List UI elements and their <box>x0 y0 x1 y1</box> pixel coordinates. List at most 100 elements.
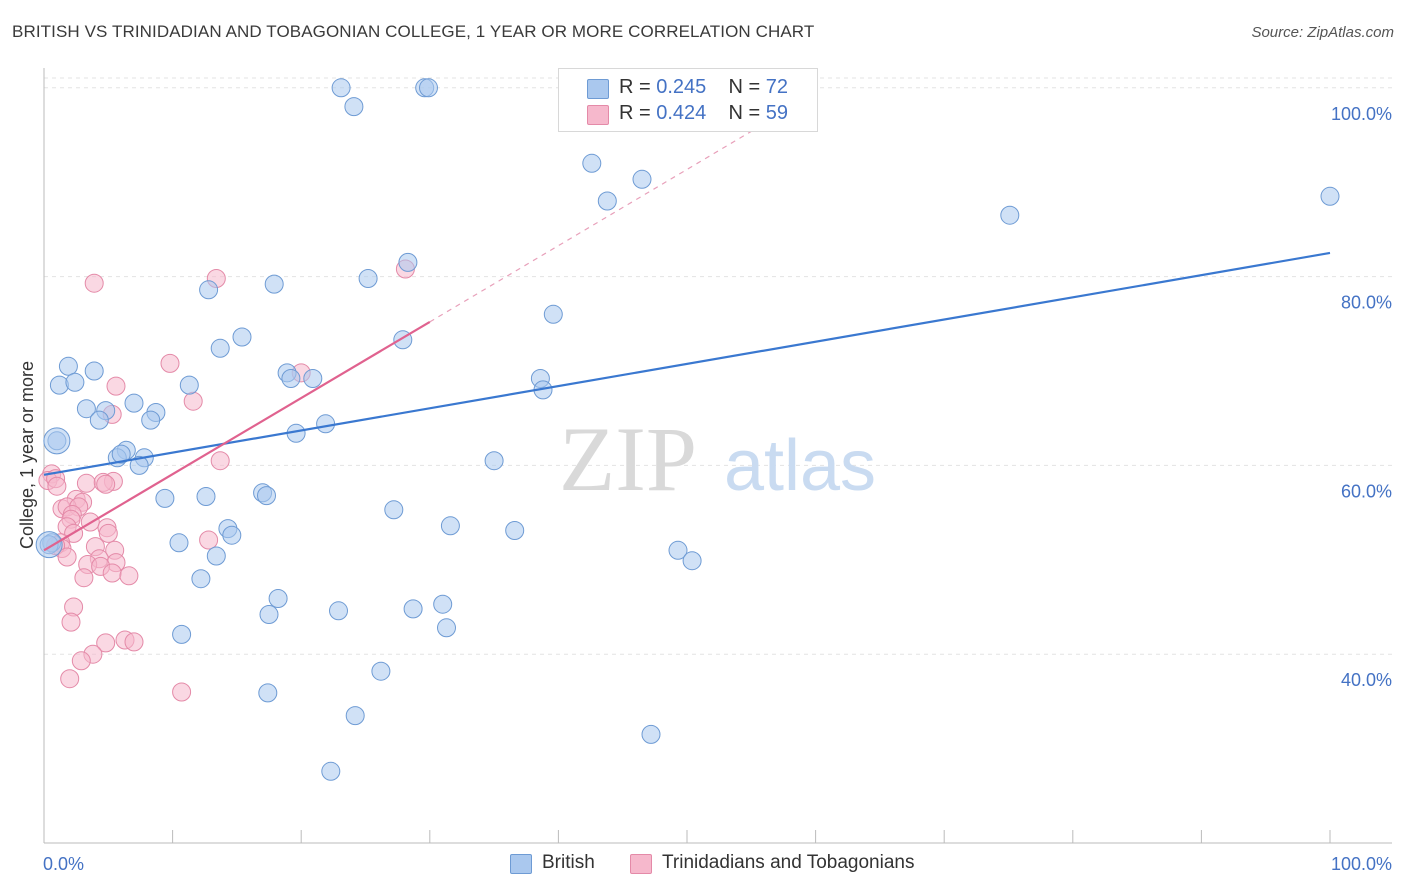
british-point-64 <box>172 624 192 644</box>
british-point-58 <box>268 589 288 608</box>
trin-point-13 <box>76 473 96 493</box>
british-point-17 <box>58 356 78 376</box>
british-point-10 <box>358 269 378 288</box>
bottom-legend-swatch-british <box>510 854 532 874</box>
bottom-legend-swatch-trin <box>630 854 652 874</box>
british-point-16 <box>210 338 230 358</box>
bottom-legend-label-trin: Trinidadians and Tobagonians <box>662 852 915 873</box>
legend-swatch-british <box>587 79 609 99</box>
trin-point-51 <box>172 682 192 702</box>
british-point-5 <box>632 169 652 189</box>
trin-point-29 <box>199 530 219 550</box>
british-point-44 <box>155 488 175 508</box>
british-point-55 <box>206 546 226 566</box>
correlation-legend: R = 0.245 N = 72 R = 0.424 N = 59 <box>558 68 818 132</box>
british-point-51 <box>169 533 189 553</box>
legend-swatch-trin <box>587 105 609 125</box>
trin-point-5 <box>106 376 126 396</box>
y-tick-label-2: 80.0% <box>1341 293 1392 313</box>
trin-point-16 <box>96 474 116 494</box>
british-point-65 <box>371 661 391 681</box>
watermark: ZIP atlas <box>559 408 876 510</box>
british-point-20 <box>281 369 301 388</box>
x-tick-label-right: 100.0% <box>1331 854 1392 874</box>
british-point-28 <box>76 399 96 419</box>
trin-point-42 <box>119 566 139 586</box>
british-point-0 <box>331 78 351 98</box>
trin-point-41 <box>74 568 94 588</box>
axis-labels: College, 1 year or more 0.0% 100.0% 40.0… <box>17 104 1392 874</box>
british-point-14 <box>232 327 252 347</box>
watermark-atlas: atlas <box>724 426 876 506</box>
british-point-33 <box>316 414 336 434</box>
british-point-2 <box>419 78 438 98</box>
british-point-large-1 <box>35 531 63 559</box>
british-point-27 <box>124 393 144 413</box>
trin-point-6 <box>183 391 203 411</box>
trin-point-35 <box>57 547 77 567</box>
y-axis-label: College, 1 year or more <box>17 361 37 549</box>
british-trend-line <box>43 251 1331 476</box>
gridlines <box>44 77 1392 655</box>
legend-r-value-trin: 0.424 <box>656 102 707 124</box>
british-point-62 <box>259 605 279 624</box>
british-point-7 <box>1320 186 1340 206</box>
british-point-18 <box>84 361 104 381</box>
british-point-61 <box>403 599 423 619</box>
y-tick-label-1: 60.0% <box>1341 481 1392 501</box>
british-point-4 <box>582 153 602 173</box>
british-point-32 <box>89 410 109 430</box>
british-point-46 <box>384 500 404 520</box>
source-label: Source: ZipAtlas.com <box>1251 24 1394 41</box>
trin-trend-extension <box>429 115 778 323</box>
axes <box>43 68 1392 844</box>
british-point-47 <box>440 516 460 536</box>
british-point-large-0 <box>43 427 71 455</box>
trin-point-40 <box>102 563 122 583</box>
chart-title: BRITISH VS TRINIDADIAN AND TOBAGONIAN CO… <box>12 22 815 41</box>
legend-n-label: N = <box>728 102 766 124</box>
british-point-13 <box>543 304 563 324</box>
legend-n-label: N = <box>728 76 766 98</box>
british-point-56 <box>682 551 702 571</box>
y-tick-label-3: 100.0% <box>1331 104 1392 124</box>
trin-point-2 <box>84 273 104 293</box>
british-point-59 <box>433 594 453 614</box>
legend-n-value-british: 72 <box>765 76 789 98</box>
british-point-40 <box>129 455 149 475</box>
trin-trend-line <box>43 320 431 552</box>
british-point-60 <box>329 601 348 621</box>
british-point-68 <box>641 724 661 744</box>
british-point-50 <box>222 525 242 545</box>
british-point-8 <box>1000 205 1020 225</box>
british-points <box>35 78 1340 781</box>
british-point-48 <box>505 521 525 540</box>
british-point-41 <box>484 451 504 471</box>
trin-point-8 <box>210 451 230 471</box>
legend-n-value-trin: 59 <box>765 102 789 124</box>
british-point-45 <box>196 487 216 506</box>
legend-r-label: R = <box>619 76 657 98</box>
british-point-25 <box>179 375 199 395</box>
british-point-57 <box>191 569 211 589</box>
trin-point-12 <box>47 476 67 496</box>
trinidadian-points <box>38 259 415 702</box>
british-point-3 <box>344 97 364 117</box>
british-point-39 <box>111 444 131 464</box>
british-point-6 <box>597 191 617 211</box>
trend-lines <box>43 115 1331 552</box>
british-point-21 <box>303 369 323 388</box>
watermark-zip: ZIP <box>559 408 697 510</box>
trin-point-3 <box>160 353 180 373</box>
legend-r-label: R = <box>619 102 657 124</box>
british-point-63 <box>437 618 456 638</box>
y-tick-label-0: 40.0% <box>1341 670 1392 690</box>
trin-point-50 <box>60 669 80 689</box>
british-point-66 <box>258 683 278 703</box>
bottom-legend-label-british: British <box>542 852 595 873</box>
trin-point-28 <box>98 523 118 543</box>
british-point-9 <box>398 252 418 272</box>
british-point-31 <box>141 410 161 430</box>
trin-point-46 <box>124 632 144 652</box>
